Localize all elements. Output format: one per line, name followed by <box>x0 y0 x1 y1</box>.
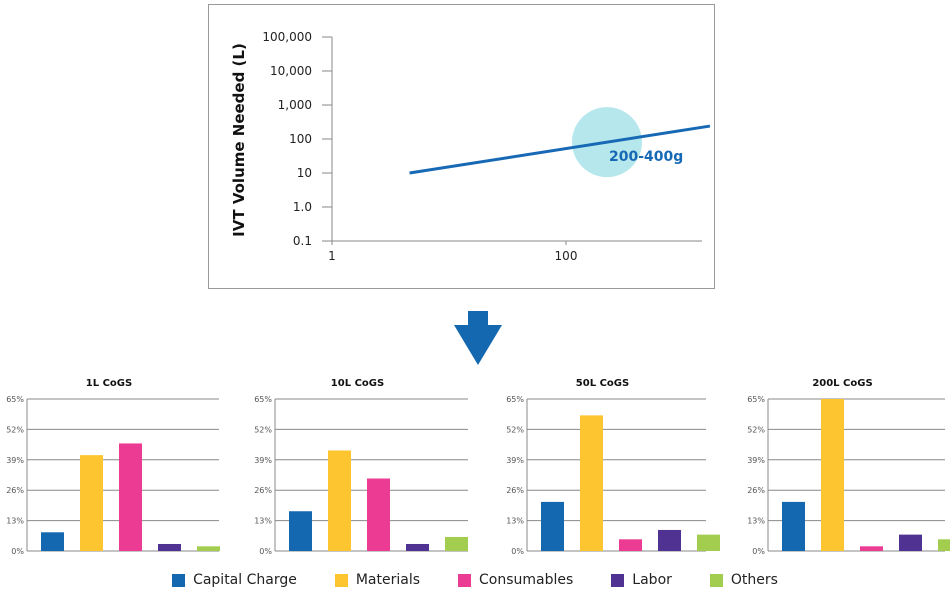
y-tick-label: 39% <box>747 456 765 465</box>
bar-consumables <box>119 443 142 551</box>
y-tick-label: 65% <box>254 395 272 404</box>
y-axis-label: IVT Volume Needed (L) <box>230 43 248 237</box>
bar-capital-charge <box>41 532 64 551</box>
down-arrow-icon <box>454 311 502 365</box>
y-tick-label: 1.0 <box>293 200 312 214</box>
bar-capital-charge <box>541 501 564 551</box>
y-tick-label: 1,000 <box>278 98 312 112</box>
legend-swatch <box>334 573 348 587</box>
legend-swatch <box>172 573 186 587</box>
y-tick-label: 0% <box>259 547 272 556</box>
bar-labor <box>158 543 181 551</box>
x-tick-label: 100 <box>555 249 578 263</box>
y-tick-label: 0% <box>511 547 524 556</box>
bar-materials <box>580 415 603 551</box>
bar-labor <box>406 543 429 551</box>
y-tick-label: 100 <box>289 132 312 146</box>
y-tick-label: 52% <box>506 425 524 434</box>
y-tick-label: 13% <box>506 517 524 526</box>
legend-item: Labor <box>611 572 672 588</box>
y-tick-label: 13% <box>254 517 272 526</box>
y-tick-label: 26% <box>6 486 24 495</box>
bar-consumables <box>860 546 883 551</box>
y-tick-label: 0.1 <box>293 234 312 248</box>
y-tick-label: 0% <box>752 547 765 556</box>
y-tick-label: 39% <box>506 456 524 465</box>
y-tick-label: 100,000 <box>262 30 312 44</box>
y-tick-label: 65% <box>747 395 765 404</box>
bar-capital-charge <box>782 501 805 551</box>
legend-swatch <box>611 573 625 587</box>
x-tick-label: 1 <box>328 249 336 263</box>
bar-chart-title: 10L CoGS <box>331 378 384 389</box>
annotation-label: 200-400g <box>609 149 683 165</box>
legend: Capital Charge Materials Consumables Labor O… <box>0 572 950 588</box>
y-tick-label: 39% <box>6 456 24 465</box>
legend-item: Consumables <box>458 572 573 588</box>
y-tick-label: 52% <box>747 425 765 434</box>
y-tick-label: 10,000 <box>270 64 312 78</box>
legend-item: Materials <box>334 572 421 588</box>
bar-others <box>197 546 220 551</box>
bar-chart-title: 1L CoGS <box>86 378 132 389</box>
bar-others <box>445 536 468 551</box>
legend-label: Capital Charge <box>193 572 297 588</box>
y-tick-label: 26% <box>747 486 765 495</box>
y-tick-label: 26% <box>506 486 524 495</box>
y-tick-label: 0% <box>11 547 24 556</box>
bar-consumables <box>367 478 390 551</box>
bar-capital-charge <box>289 511 312 551</box>
bar-consumables <box>619 539 642 551</box>
legend-label: Labor <box>632 572 672 588</box>
legend-label: Others <box>730 572 778 588</box>
bar-chart-title: 200L CoGS <box>812 378 872 389</box>
y-tick-label: 65% <box>506 395 524 404</box>
bar-materials <box>328 450 351 551</box>
y-tick-label: 13% <box>747 517 765 526</box>
y-tick-label: 65% <box>6 395 24 404</box>
legend-swatch <box>709 573 723 587</box>
bar-materials <box>80 455 103 551</box>
bar-chart-title: 50L CoGS <box>576 378 629 389</box>
bar-others <box>697 534 720 551</box>
y-tick-label: 52% <box>6 425 24 434</box>
y-tick-label: 52% <box>254 425 272 434</box>
y-tick-label: 10 <box>297 166 312 180</box>
bar-labor <box>899 534 922 551</box>
legend-label: Materials <box>355 572 421 588</box>
y-tick-label: 39% <box>254 456 272 465</box>
y-tick-label: 26% <box>254 486 272 495</box>
y-tick-label: 13% <box>6 517 24 526</box>
legend-item: Capital Charge <box>172 572 297 588</box>
bar-others <box>938 539 950 551</box>
bar-labor <box>658 529 681 551</box>
legend-swatch <box>458 573 472 587</box>
series-line <box>409 124 711 175</box>
legend-label: Consumables <box>479 572 574 588</box>
legend-item: Others <box>709 572 778 588</box>
bar-materials <box>821 399 844 551</box>
